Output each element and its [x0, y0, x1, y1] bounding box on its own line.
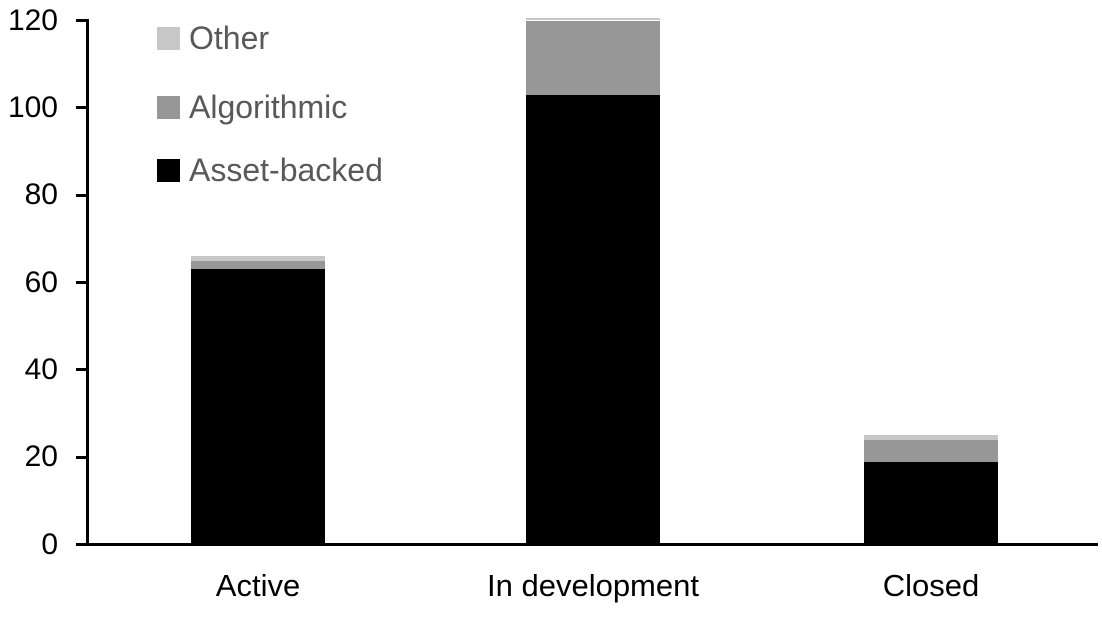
x-tick-label-closed: Closed — [882, 568, 980, 603]
legend-swatch-algorithmic-icon — [157, 95, 180, 119]
legend-label-asset-backed: Asset-backed — [189, 151, 383, 188]
legend-swatch-other-icon — [157, 26, 180, 50]
y-tick-label: 0 — [41, 527, 58, 561]
y-tick-mark — [76, 455, 89, 459]
legend-label-algorithmic: Algorithmic — [189, 88, 348, 125]
y-tick-mark — [76, 543, 89, 546]
x-tick-label-active: Active — [215, 568, 301, 603]
y-tick-label: 20 — [24, 440, 58, 474]
bar-segment-asset-backed-in-development — [526, 94, 660, 545]
y-tick-mark — [76, 106, 89, 110]
bar-segment-algorithmic-in-development — [526, 20, 660, 95]
bar-segment-other-active — [191, 256, 325, 261]
y-tick-mark — [76, 193, 89, 197]
y-tick-mark — [76, 281, 89, 284]
y-tick-mark — [76, 19, 89, 22]
legend-item-other: Other — [157, 19, 270, 56]
y-tick-label: 100 — [7, 90, 58, 124]
bar-segment-algorithmic-active — [191, 260, 325, 270]
x-tick-label-in-development: In development — [487, 568, 699, 603]
bar-segment-asset-backed-closed — [864, 461, 998, 545]
bar-segment-algorithmic-closed — [864, 439, 998, 462]
bar-segment-asset-backed-active — [191, 269, 325, 545]
bar-segment-other-in-development — [526, 18, 660, 21]
x-axis-line — [86, 543, 1098, 546]
legend-swatch-asset-backed-icon — [157, 158, 180, 182]
legend-label-other: Other — [189, 19, 270, 56]
bar-segment-other-closed — [864, 435, 998, 440]
y-tick-mark — [76, 368, 89, 372]
y-tick-label: 120 — [7, 3, 58, 37]
y-tick-label: 40 — [24, 352, 58, 386]
legend-item-asset-backed: Asset-backed — [157, 151, 383, 188]
y-tick-label: 80 — [24, 178, 58, 212]
legend-item-algorithmic: Algorithmic — [157, 88, 348, 125]
y-tick-label: 60 — [24, 265, 58, 299]
